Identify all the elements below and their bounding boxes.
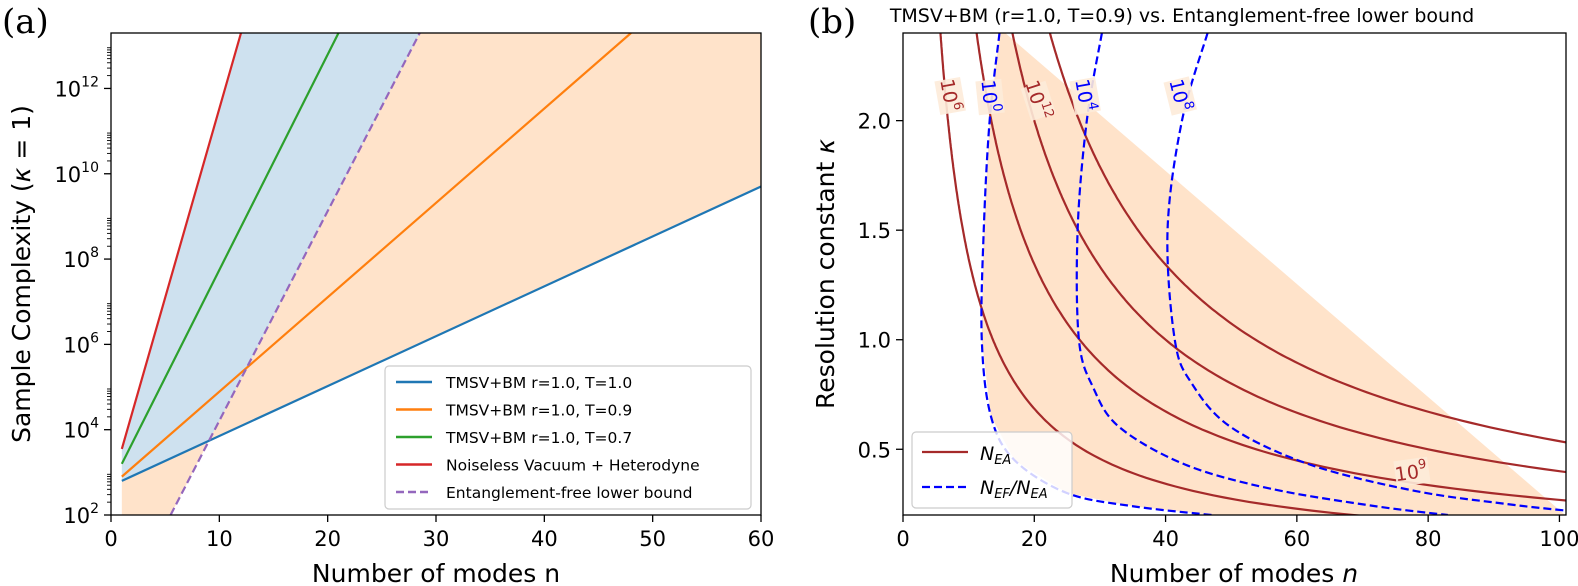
panel-b-x-tick-label: 20	[1021, 527, 1048, 551]
panel-a-y-axis-label: Sample Complexity (κ = 1)	[7, 105, 36, 443]
panel-a-series	[120, 33, 761, 515]
panel-a-y-tick-label: 106	[63, 330, 99, 357]
panel-a-x-axis-label: Number of modes n	[312, 559, 560, 586]
panel-a-series-line-3	[120, 33, 243, 450]
panel-a-y-ticks: 102 104 106 108 1010 1012	[54, 47, 111, 528]
panel-a-y-tick-label: 1012	[54, 74, 99, 101]
panel-b-shade-entanglement-advantage	[981, 33, 1566, 515]
panel-b-dashed-contour-2	[1166, 33, 1566, 512]
panel-b-axes-frame	[902, 32, 1567, 516]
panel-a-label: (a)	[2, 2, 49, 42]
panel-b-legend: NEA NEF/NEA	[911, 431, 1073, 509]
panel-a-shade-entanglement-advantage	[121, 33, 420, 481]
panel-a-x-tick-label: 40	[531, 527, 558, 551]
panel-a-legend-label-1: TMSV+BM r=1.0, T=0.9	[445, 402, 632, 420]
panel-b-y-tick-label: 1.0	[858, 329, 891, 353]
panel-a-series-line-2	[120, 33, 340, 465]
panel-a: (a) 0 10 20 30 40 50 60 102 104 106 108 1010 1012 N…	[2, 2, 774, 586]
panel-a-x-tick-label: 60	[748, 527, 775, 551]
svg-text:106: 106	[935, 77, 965, 113]
panel-a-legend: TMSV+BM r=1.0, T=1.0 TMSV+BM r=1.0, T=0.9…	[384, 365, 752, 510]
panel-a-legend-label-3: Noiseless Vacuum + Heterodyne	[446, 457, 700, 475]
panel-a-x-tick-label: 10	[206, 527, 233, 551]
panel-b-legend-label-nef-nea: NEF/NEA	[980, 477, 1048, 502]
panel-a-shade-entanglement-free	[121, 33, 761, 515]
panel-b-contour-label-ratio-4: 104	[1069, 76, 1101, 115]
panel-a-y-tick-label: 108	[63, 245, 99, 272]
panel-b-y-tick-label: 2.0	[858, 110, 891, 134]
panel-a-y-tick-label: 104	[63, 416, 99, 443]
panel-a-legend-label-0: TMSV+BM r=1.0, T=1.0	[445, 374, 632, 392]
panel-a-legend-label-2: TMSV+BM r=1.0, T=0.7	[445, 429, 632, 447]
panel-b-contour-label-ratio-8: 108	[1163, 76, 1197, 116]
panel-b-x-ticks: 0 20 40 60 80 100	[896, 515, 1578, 551]
panel-b-contour-label-nea-9: 109	[1393, 456, 1431, 488]
panel-b-x-axis-label: Number of modes n	[1110, 559, 1358, 586]
panel-a-x-tick-label: 0	[104, 527, 117, 551]
panel-a-shaded-regions	[121, 33, 761, 515]
panel-b: (b) TMSV+BM (r=1.0, T=0.9) vs. Entanglem…	[808, 2, 1578, 586]
panel-a-legend-label-4: Entanglement-free lower bound	[446, 484, 692, 502]
panel-a-x-tick-label: 20	[314, 527, 341, 551]
panel-b-x-tick-label: 60	[1283, 527, 1310, 551]
panel-b-dashed-contour-1	[1075, 33, 1448, 515]
panel-b-solid-contour-3	[1048, 33, 1566, 444]
panel-b-legend-label-nea: NEA	[980, 443, 1011, 468]
panel-b-y-ticks: 0.5 1.0 1.5 2.0	[858, 110, 903, 462]
svg-text:104: 104	[1070, 77, 1100, 113]
panel-b-contour-label-nea-6: 106	[934, 76, 966, 115]
panel-b-contour-label-ratio-0: 100	[975, 78, 1005, 116]
panel-b-dashed-contour-0	[980, 33, 1212, 515]
panel-b-shaded-regions	[981, 33, 1566, 515]
svg-text:100: 100	[976, 78, 1004, 113]
panel-a-x-ticks: 0 10 20 30 40 50 60	[104, 515, 774, 551]
panel-b-y-tick-label: 0.5	[858, 438, 891, 462]
panel-a-series-line-1	[121, 33, 632, 478]
panel-a-y-tick-label: 1010	[54, 160, 99, 187]
panel-b-x-tick-label: 0	[896, 527, 909, 551]
panel-b-y-axis-label: Resolution constant κ	[811, 139, 840, 409]
panel-a-x-tick-label: 30	[423, 527, 450, 551]
svg-text:109: 109	[1393, 457, 1429, 486]
panel-a-x-tick-label: 50	[639, 527, 666, 551]
panel-b-label: (b)	[808, 2, 856, 42]
panel-b-x-tick-label: 100	[1539, 527, 1578, 551]
panel-a-series-line-0	[121, 185, 761, 482]
panel-b-y-tick-label: 1.5	[858, 219, 891, 243]
panel-b-dashed-contours	[980, 33, 1566, 515]
panel-b-x-tick-label: 40	[1152, 527, 1179, 551]
panel-a-legend-box	[384, 365, 752, 510]
panel-b-x-tick-label: 80	[1415, 527, 1442, 551]
panel-a-series-line-4	[169, 33, 421, 515]
panel-b-title: TMSV+BM (r=1.0, T=0.9) vs. Entanglement-…	[889, 5, 1474, 27]
panel-a-y-tick-label: 102	[63, 501, 99, 528]
